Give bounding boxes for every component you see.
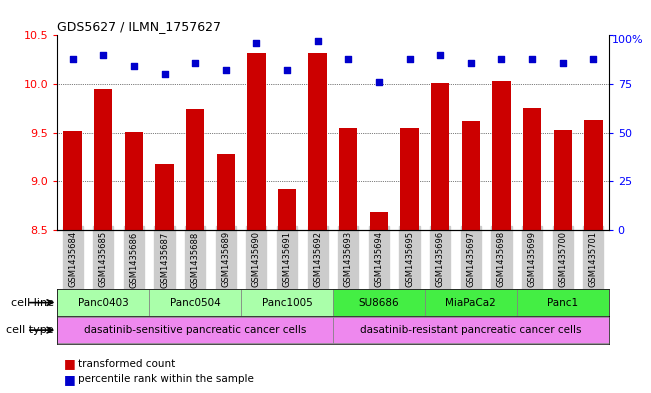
Bar: [333, 289, 425, 316]
Bar: [370, 212, 388, 230]
Bar: [523, 108, 541, 230]
Text: 100%: 100%: [611, 35, 643, 45]
Point: [282, 67, 292, 73]
Bar: [57, 289, 149, 316]
Point: [557, 59, 568, 66]
Text: Panc1: Panc1: [547, 298, 578, 308]
Point: [588, 55, 598, 62]
Text: GDS5627 / ILMN_1757627: GDS5627 / ILMN_1757627: [57, 20, 221, 33]
Point: [221, 67, 231, 73]
Text: Panc1005: Panc1005: [262, 298, 312, 308]
Bar: [400, 128, 419, 230]
Bar: [462, 121, 480, 230]
Point: [404, 55, 415, 62]
Point: [129, 63, 139, 70]
Bar: [94, 89, 113, 230]
Bar: [125, 132, 143, 230]
Point: [374, 79, 384, 85]
Bar: [57, 317, 333, 343]
Bar: [553, 130, 572, 230]
Text: ■: ■: [64, 373, 79, 386]
Bar: [339, 128, 357, 230]
Bar: [217, 154, 235, 230]
Bar: [431, 83, 449, 230]
Bar: [241, 289, 333, 316]
Point: [159, 71, 170, 77]
Text: MiaPaCa2: MiaPaCa2: [445, 298, 496, 308]
Text: percentile rank within the sample: percentile rank within the sample: [78, 374, 254, 384]
Text: dasatinib-resistant pancreatic cancer cells: dasatinib-resistant pancreatic cancer ce…: [360, 325, 581, 335]
Point: [312, 38, 323, 44]
Bar: [186, 109, 204, 230]
Bar: [517, 289, 609, 316]
Text: cell type: cell type: [7, 325, 54, 335]
Text: ■: ■: [64, 357, 79, 370]
Bar: [584, 120, 603, 230]
Text: transformed count: transformed count: [78, 358, 175, 369]
Bar: [278, 189, 296, 230]
Bar: [425, 289, 517, 316]
Bar: [333, 317, 609, 343]
Point: [435, 51, 445, 58]
Text: cell line: cell line: [11, 298, 54, 308]
Point: [251, 40, 262, 46]
Bar: [492, 81, 510, 230]
Bar: [156, 164, 174, 230]
Point: [190, 59, 201, 66]
Text: dasatinib-sensitive pancreatic cancer cells: dasatinib-sensitive pancreatic cancer ce…: [84, 325, 307, 335]
Text: Panc0504: Panc0504: [170, 298, 221, 308]
Text: SU8686: SU8686: [359, 298, 399, 308]
Bar: [247, 53, 266, 230]
Point: [343, 55, 353, 62]
Bar: [309, 53, 327, 230]
Text: Panc0403: Panc0403: [78, 298, 129, 308]
Bar: [149, 289, 241, 316]
Point: [527, 55, 537, 62]
Bar: [63, 131, 82, 230]
Point: [68, 55, 78, 62]
Point: [496, 55, 506, 62]
Point: [465, 59, 476, 66]
Point: [98, 51, 109, 58]
